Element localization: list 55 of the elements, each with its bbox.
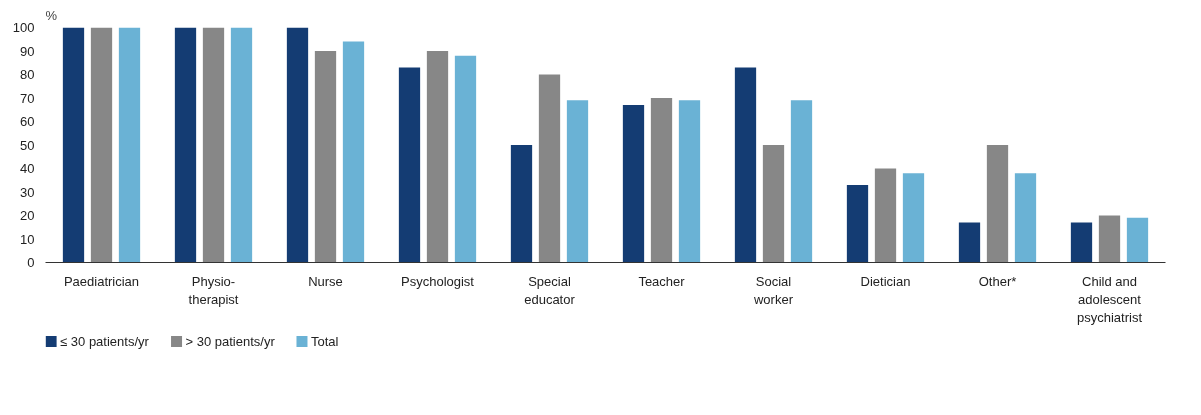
bar: [342, 41, 365, 263]
bar: [174, 27, 197, 263]
x-tick-label: Teacher: [638, 273, 686, 289]
bar: [118, 27, 141, 263]
bar: [510, 145, 533, 263]
y-tick-label: 60: [20, 114, 35, 129]
bar: [398, 67, 421, 263]
bar: [566, 100, 589, 263]
bar: [1070, 222, 1093, 263]
y-tick-label: 50: [20, 137, 35, 153]
bar: [650, 98, 673, 263]
bar: [1014, 173, 1037, 263]
y-tick-label: 90: [20, 43, 35, 59]
y-tick-label: 0: [27, 255, 35, 270]
y-tick-label: 10: [20, 231, 35, 247]
bar: [622, 105, 645, 263]
y-tick-label: 30: [20, 184, 35, 200]
x-tick-label: Dietician: [860, 273, 911, 289]
x-tick-label: Social worker: [753, 273, 794, 307]
bar: [1098, 215, 1121, 263]
x-tick-label: Special educator: [524, 273, 576, 307]
x-tick-label: Child and adolescent psychiatrist: [1076, 273, 1143, 325]
x-tick-label: Psychologist: [401, 273, 475, 289]
y-tick-label: 100: [12, 20, 35, 35]
x-tick-label: Physio- therapist: [188, 273, 239, 307]
bar: [762, 145, 785, 263]
legend-label: Total: [310, 334, 339, 349]
y-tick-label: 40: [20, 161, 35, 176]
x-tick-label: Other*: [978, 273, 1017, 289]
legend-label: > 30 patients/yr: [185, 334, 276, 349]
y-axis-title: %: [45, 7, 58, 23]
bar: [62, 27, 85, 263]
bar: [734, 67, 757, 263]
bar: [538, 74, 561, 263]
bar: [1126, 217, 1149, 263]
x-tick-label: Paediatrician: [63, 273, 140, 289]
bar: [846, 184, 869, 263]
bar: [958, 222, 981, 263]
x-tick-label: Nurse: [308, 273, 343, 289]
bar: [790, 100, 813, 263]
bar: [90, 27, 113, 263]
bar: [314, 51, 337, 263]
y-tick-label: 20: [20, 208, 35, 223]
bar: [426, 51, 449, 263]
bar: [986, 145, 1009, 263]
bar: [454, 55, 477, 263]
bar: [874, 168, 897, 263]
bar: [230, 27, 253, 263]
y-tick-label: 70: [20, 90, 35, 106]
bar: [286, 27, 309, 263]
bar: [202, 27, 225, 263]
bar: [678, 100, 701, 263]
y-tick-label: 80: [20, 67, 35, 82]
legend-label: ≤ 30 patients/yr: [60, 334, 150, 349]
bar: [902, 173, 925, 263]
